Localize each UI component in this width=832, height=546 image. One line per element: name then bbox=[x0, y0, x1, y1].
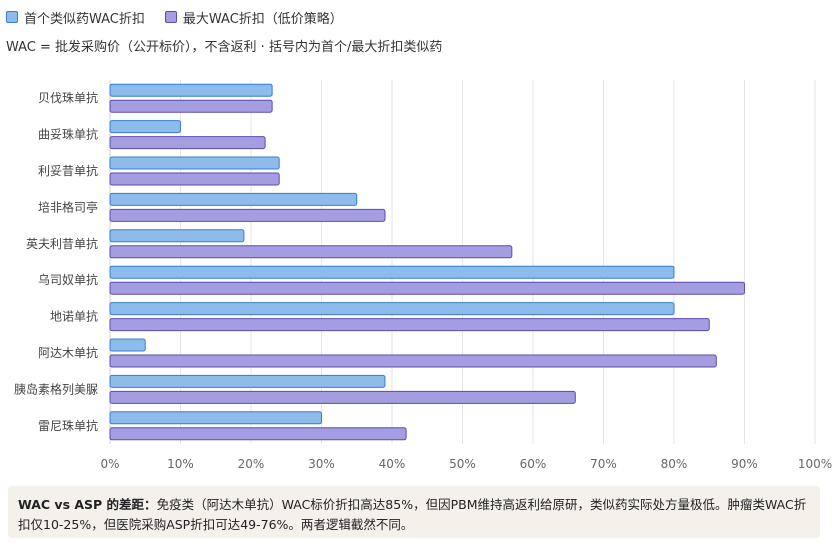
y-category-label: 贝伐珠单抗 bbox=[38, 90, 98, 105]
bar-series0 bbox=[109, 302, 675, 316]
x-tick-label: 50% bbox=[449, 457, 476, 471]
note-box: WAC vs ASP 的差距：免疫类（阿达木单抗）WAC标价折扣高达85%，但因… bbox=[8, 486, 820, 538]
y-category-label: 利妥昔单抗 bbox=[38, 163, 98, 178]
x-tick-label: 20% bbox=[238, 457, 265, 471]
bar-series1 bbox=[109, 390, 576, 404]
bar-series1 bbox=[109, 172, 280, 186]
bar-series0 bbox=[109, 411, 322, 425]
x-tick-label: 40% bbox=[379, 457, 406, 471]
y-category-label: 培非格司亭 bbox=[38, 199, 98, 214]
x-tick-label: 0% bbox=[100, 457, 119, 471]
legend-label-series0: 首个类似药WAC折扣 bbox=[24, 11, 145, 27]
y-category-label: 乌司奴单抗 bbox=[38, 272, 98, 287]
y-category-label: 曲妥珠单抗 bbox=[38, 127, 98, 142]
legend-swatch-series0 bbox=[6, 11, 18, 23]
bar-series1 bbox=[109, 136, 266, 150]
bar-series1 bbox=[109, 281, 745, 295]
y-category-label: 阿达木单抗 bbox=[38, 345, 98, 360]
y-category-label: 地诺单抗 bbox=[50, 309, 98, 324]
x-tick-label: 30% bbox=[308, 457, 335, 471]
y-category-label: 雷尼珠单抗 bbox=[38, 418, 98, 433]
bar-series0 bbox=[109, 338, 146, 352]
x-tick-label: 90% bbox=[731, 457, 758, 471]
legend-swatch-series1 bbox=[164, 11, 177, 23]
legend-item-series1[interactable]: 最大WAC折扣（低价策略） bbox=[164, 8, 343, 27]
bar-series0 bbox=[109, 374, 386, 388]
x-tick-label: 10% bbox=[167, 457, 194, 471]
y-category-label: 胰岛素格列美脲 bbox=[14, 381, 98, 396]
chart-subtitle: WAC = 批发采购价（公开标价），不含返利 · 括号内为首个/最大折扣类似药 bbox=[6, 40, 443, 55]
bar-series0 bbox=[109, 265, 675, 279]
legend-item-series0[interactable]: 首个类似药WAC折扣 bbox=[6, 8, 145, 27]
y-category-label: 英夫利昔单抗 bbox=[26, 236, 98, 251]
legend-label-series1: 最大WAC折扣（低价策略） bbox=[182, 11, 343, 27]
x-tick-label: 70% bbox=[590, 457, 617, 471]
bar-series1 bbox=[109, 318, 710, 332]
legend: 首个类似药WAC折扣 最大WAC折扣（低价策略） bbox=[6, 7, 343, 27]
note-body: 免疫类（阿达木单抗）WAC标价折扣高达85%，但因PBM维持高返利给原研，类似药… bbox=[18, 497, 807, 532]
x-tick-label: 60% bbox=[520, 457, 547, 471]
bar-series1 bbox=[109, 208, 386, 222]
bar-series0 bbox=[109, 83, 273, 97]
note-lead: WAC vs ASP 的差距： bbox=[18, 497, 157, 512]
bar-series0 bbox=[109, 229, 245, 243]
bar-chart: 0% 10% 20% 30% 40% 50% 60% 70% 80% 90% 100% 贝伐珠单抗曲妥… bbox=[14, 80, 832, 471]
bar-series1 bbox=[109, 245, 513, 259]
bar-series1 bbox=[109, 427, 407, 441]
bar-series1 bbox=[109, 354, 717, 368]
bar-series0 bbox=[109, 120, 181, 134]
bar-series1 bbox=[109, 99, 273, 113]
bar-series0 bbox=[109, 156, 280, 170]
bar-series0 bbox=[109, 192, 358, 206]
x-tick-label: 100% bbox=[798, 457, 832, 471]
x-tick-label: 80% bbox=[661, 457, 688, 471]
